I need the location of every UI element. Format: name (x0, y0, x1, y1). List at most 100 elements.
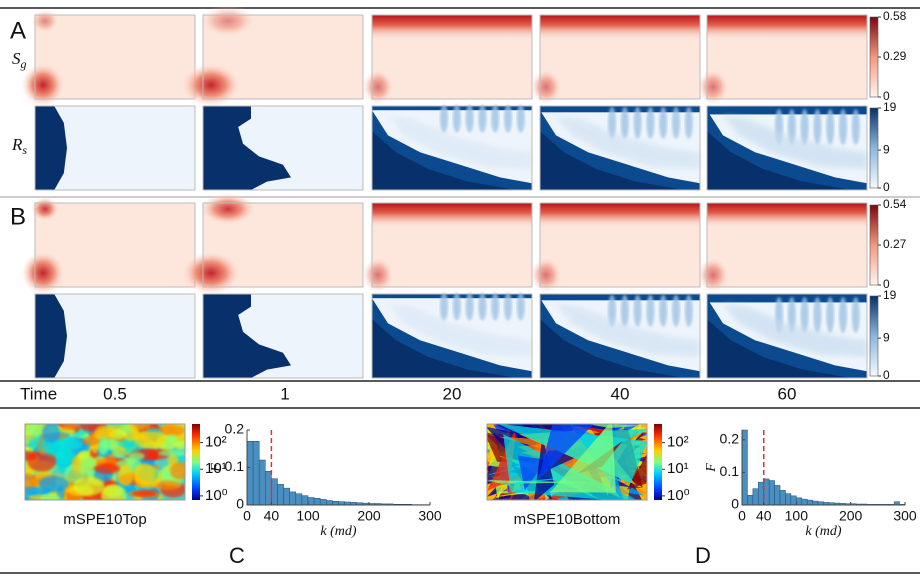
sim-map (697, 203, 867, 293)
hist-bar (253, 441, 259, 505)
x-tick-label: 300 (893, 508, 917, 524)
sim-map (707, 294, 867, 378)
region (646, 295, 654, 327)
hist-bar (813, 501, 818, 505)
region (491, 105, 499, 133)
plume (362, 257, 394, 293)
plume (181, 63, 241, 107)
sim-map (181, 193, 363, 295)
colorbar-tick-label: 19 (883, 288, 897, 302)
hist-bar (302, 496, 308, 505)
colorbar-tick-label: 0 (883, 180, 890, 194)
hist-bar (332, 501, 338, 505)
region (621, 107, 629, 139)
perm-map (483, 420, 652, 504)
colorbar-tick-label: 0.58 (883, 9, 907, 23)
sim-map (181, 5, 363, 107)
perm-patch (170, 462, 190, 479)
colorbar-tick-label: 9 (883, 142, 890, 156)
region (634, 295, 642, 327)
region (504, 105, 512, 133)
y-axis-label: F (209, 463, 224, 473)
colorbar-tick-label: 10⁰ (667, 487, 690, 504)
hist-bar (320, 499, 326, 505)
perm-patch (101, 484, 127, 506)
region (466, 293, 474, 321)
hist-bar (296, 494, 302, 505)
colorbar-tick-label: 9 (883, 330, 890, 344)
colorbar-tick-label: 0.27 (883, 237, 907, 251)
y-tick-label: 0.1 (720, 463, 740, 479)
perm-patch (132, 490, 157, 496)
hist-bar (259, 460, 265, 505)
plume (21, 63, 65, 107)
plume (540, 203, 700, 287)
plume (697, 257, 729, 293)
x-tick-label: 40 (264, 508, 280, 524)
region (852, 109, 860, 145)
perm-patch (80, 456, 96, 478)
perm-patch (95, 426, 114, 440)
sim-map (21, 9, 195, 107)
hist-bar (339, 502, 345, 505)
hist-bar (278, 484, 284, 505)
region (672, 295, 680, 327)
row-label: Sg (12, 49, 27, 71)
plume (200, 193, 256, 225)
colorbar-tick-label: 0 (883, 368, 890, 382)
region (826, 297, 834, 333)
colorbar (870, 17, 878, 97)
perm-patch (83, 437, 99, 446)
region (517, 293, 525, 321)
perm-patch (73, 477, 105, 496)
hist-bar (791, 496, 796, 505)
x-tick-label: 100 (296, 508, 320, 524)
region (659, 295, 667, 327)
plume (530, 257, 562, 293)
colorbar (870, 296, 878, 376)
hist-bar (265, 471, 271, 505)
perm-patch (158, 450, 188, 456)
plume (21, 251, 65, 295)
sim-map (540, 294, 700, 378)
hist-bar (290, 492, 296, 505)
sim-map (203, 106, 363, 190)
hist-bar (807, 500, 812, 505)
perm-patch (175, 441, 186, 450)
hist-bar (308, 498, 314, 506)
region (491, 293, 499, 321)
region (672, 107, 680, 139)
x-tick-label: 40 (756, 508, 772, 524)
sim-map (35, 294, 195, 378)
x-tick-label: 200 (357, 508, 381, 524)
region (478, 293, 486, 321)
sim-map (35, 106, 195, 190)
hist-bar (758, 482, 763, 505)
region (646, 107, 654, 139)
sim-map (203, 294, 363, 378)
sim-map (707, 106, 867, 190)
region (826, 109, 834, 145)
hist-bar (785, 494, 790, 505)
perm-patch (27, 421, 44, 435)
perm-patch (100, 439, 120, 450)
region (504, 293, 512, 321)
y-axis-label: F (704, 463, 719, 473)
region (453, 293, 461, 321)
plume (372, 203, 532, 287)
row-symbol: R (11, 135, 23, 154)
hist-bar (747, 495, 752, 505)
hist-bar (284, 488, 290, 505)
perm-patch (19, 487, 50, 496)
colorbar-tick-label: 0.54 (883, 197, 907, 211)
hist-bar (780, 490, 785, 505)
perm-patch (135, 431, 166, 447)
perm-patch (94, 463, 121, 474)
region (466, 105, 474, 133)
time-value: 0.5 (103, 384, 127, 403)
plume (200, 5, 256, 37)
perm-patch (41, 493, 61, 505)
plume (697, 69, 729, 105)
perm-patch (62, 421, 78, 429)
